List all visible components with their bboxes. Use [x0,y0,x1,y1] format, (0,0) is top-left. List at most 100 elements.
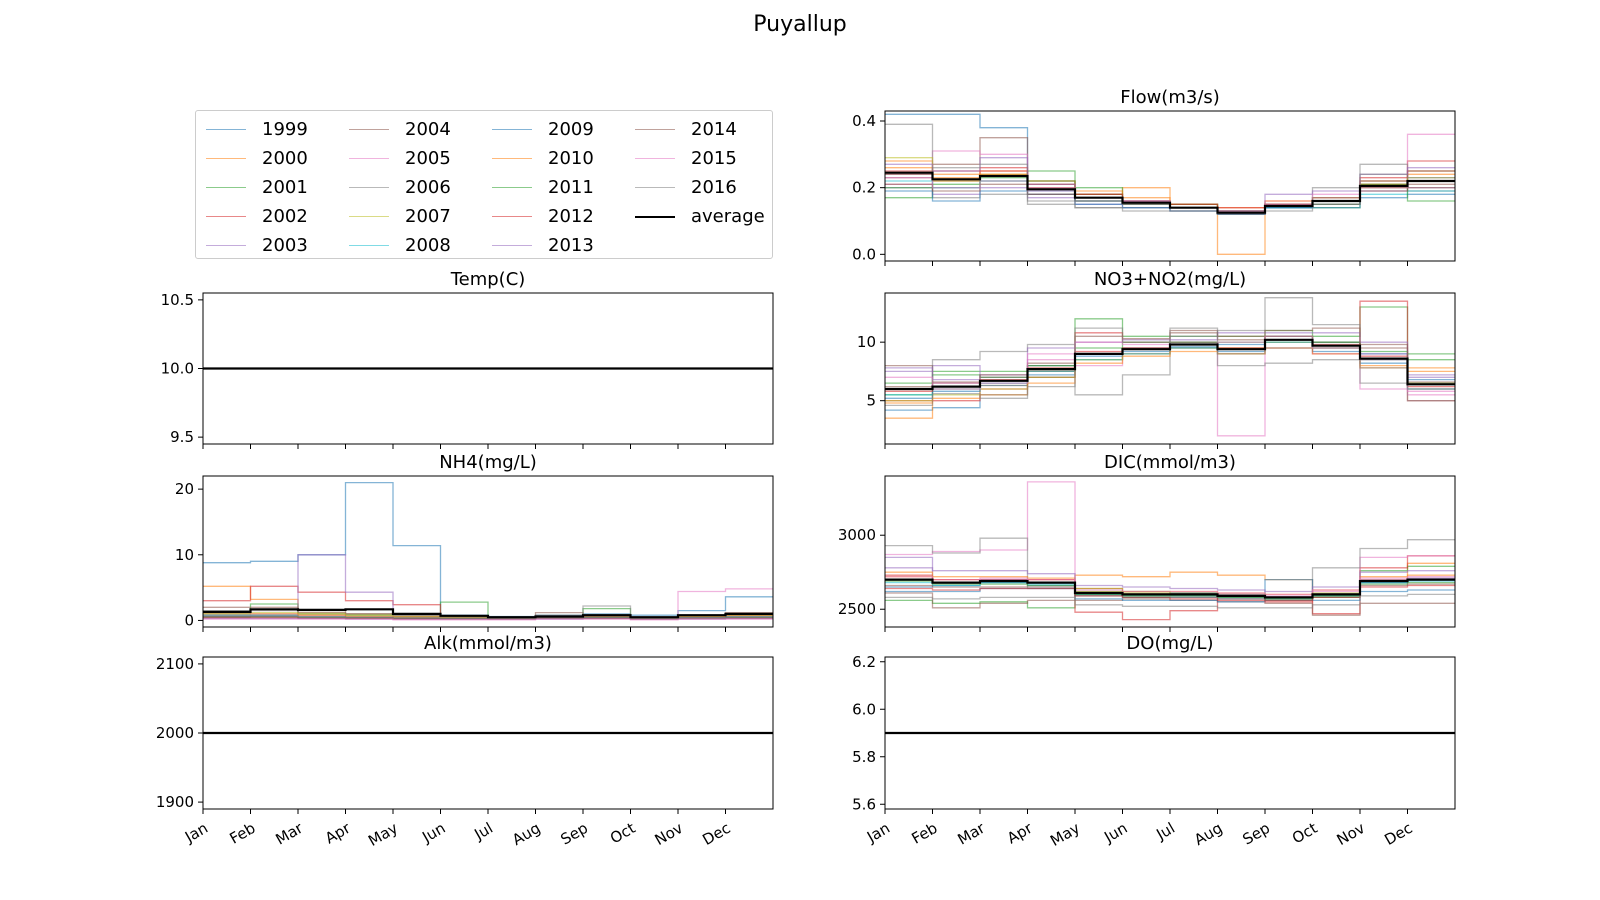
x-tick-label: Dec [1381,819,1415,849]
x-tick-label: Apr [1004,818,1036,847]
legend-swatch [349,158,389,159]
y-tick-label: 9.5 [170,428,194,446]
x-tick-label: Jul [1152,819,1178,844]
x-tick-label: Sep [558,819,591,849]
legend-label: 2012 [548,206,594,227]
legend-entry-2004: 2004 [349,115,492,144]
legend-swatch [206,129,246,130]
series-line-2004 [885,592,1455,616]
legend-label: 2010 [548,148,594,169]
panel-dic-mmol-m3: DIC(mmol/m3) 2500 3000 [838,452,1456,632]
legend-entry-2012: 2012 [492,202,635,231]
panel-no3-no2-mg-l: NO3+NO2(mg/L) 5 10 [857,269,1456,449]
legend-label: 2006 [405,177,451,198]
y-tick-label: 10 [175,546,194,564]
panel-title: Alk(mmol/m3) [424,633,552,654]
legend-label: 2001 [262,177,308,198]
series-line-2015 [203,618,773,621]
x-tick-label: Jun [418,819,448,847]
x-tick-label: Jan [181,819,211,847]
legend-grid: 1999 2000 2001 2002 2003 2004 2005 2006 2007 2008… [206,115,778,260]
panel-title: DO(mg/L) [1126,633,1213,654]
legend-swatch [349,216,389,217]
y-tick-label: 2100 [156,655,194,673]
y-tick-label: 1900 [156,793,194,811]
y-tick-label: 5.8 [852,748,876,766]
x-tick-label: Nov [652,819,686,849]
y-tick-label: 0.4 [852,112,876,130]
legend-label: 1999 [262,119,308,140]
legend-entry-1999: 1999 [206,115,349,144]
legend-swatch [635,129,675,130]
legend-entry-2015: 2015 [635,144,778,173]
x-tick-label: Oct [607,819,639,848]
y-tick-label: 6.2 [852,653,876,671]
page-title: Puyallup [753,12,847,37]
series-line-average [885,171,1455,214]
panel-title: NH4(mg/L) [439,452,537,473]
legend-swatch [492,216,532,217]
legend-swatch [349,245,389,246]
x-tick-label: Jan [863,819,893,847]
legend-label: 2003 [262,235,308,256]
legend-swatch [492,129,532,130]
x-tick-label: Sep [1240,819,1273,849]
plot-area [885,113,1455,255]
legend-label: 2007 [405,206,451,227]
y-tick-label: 0.2 [852,179,876,197]
legend-swatch [635,158,675,159]
legend-label: 2005 [405,148,451,169]
x-tick-label: Oct [1289,819,1321,848]
legend-entry-2011: 2011 [492,173,635,202]
legend-swatch [635,187,675,188]
legend-label: 2015 [691,148,737,169]
x-tick-label: Apr [322,818,354,847]
legend-swatch [492,158,532,159]
y-tick-label: 5.6 [852,795,876,813]
legend-label: average [691,206,765,227]
y-tick-label: 6.0 [852,700,876,718]
legend: 1999 2000 2001 2002 2003 2004 2005 2006 2007 2008… [195,110,773,259]
panel-title: NO3+NO2(mg/L) [1094,269,1246,290]
legend-entry-2016: 2016 [635,173,778,202]
legend-swatch [206,158,246,159]
panel-flow-m3-s: Flow(m3/s) 0.0 0.2 0.4 [852,87,1456,266]
legend-entry-2003: 2003 [206,231,349,260]
y-tick-label: 0.0 [852,245,876,263]
panel-temp-c: Temp(C) 9.5 10.0 10.5 [161,269,774,449]
series-line-2016 [885,593,1455,609]
legend-label: 2009 [548,119,594,140]
legend-label: 2002 [262,206,308,227]
x-tick-label: Feb [908,819,940,848]
legend-entry-2013: 2013 [492,231,635,260]
y-tick-label: 5 [866,392,876,410]
legend-swatch [635,215,675,218]
series-line-average [885,338,1455,391]
panel-nh4-mg-l: NH4(mg/L) 0 10 20 [175,452,774,632]
x-tick-label: Dec [699,819,733,849]
legend-swatch [492,187,532,188]
y-tick-label: 2000 [156,724,194,742]
plot-area [203,481,773,621]
legend-entry-2009: 2009 [492,115,635,144]
series-line-average [203,608,773,619]
panel-alk-mmol-m3: Alk(mmol/m3) 1900 2000 2100 Jan Feb Mar Apr May J… [156,633,774,850]
x-tick-label: Mar [272,818,306,848]
plot-area [885,297,1455,437]
x-tick-label: Aug [1191,819,1225,849]
series-line-average [885,578,1455,599]
plot-area [885,481,1455,621]
y-tick-label: 10.5 [161,291,194,309]
legend-label: 2016 [691,177,737,198]
legend-label: 2000 [262,148,308,169]
legend-label: 2004 [405,119,451,140]
legend-entry-2014: 2014 [635,115,778,144]
panel-title: DIC(mmol/m3) [1104,452,1236,473]
y-tick-label: 20 [175,480,194,498]
legend-entry-2001: 2001 [206,173,349,202]
legend-swatch [206,187,246,188]
series-line-2016 [885,327,1455,407]
x-tick-label: Jul [470,819,496,844]
y-tick-label: 3000 [838,526,876,544]
x-tick-label: Aug [509,819,543,849]
